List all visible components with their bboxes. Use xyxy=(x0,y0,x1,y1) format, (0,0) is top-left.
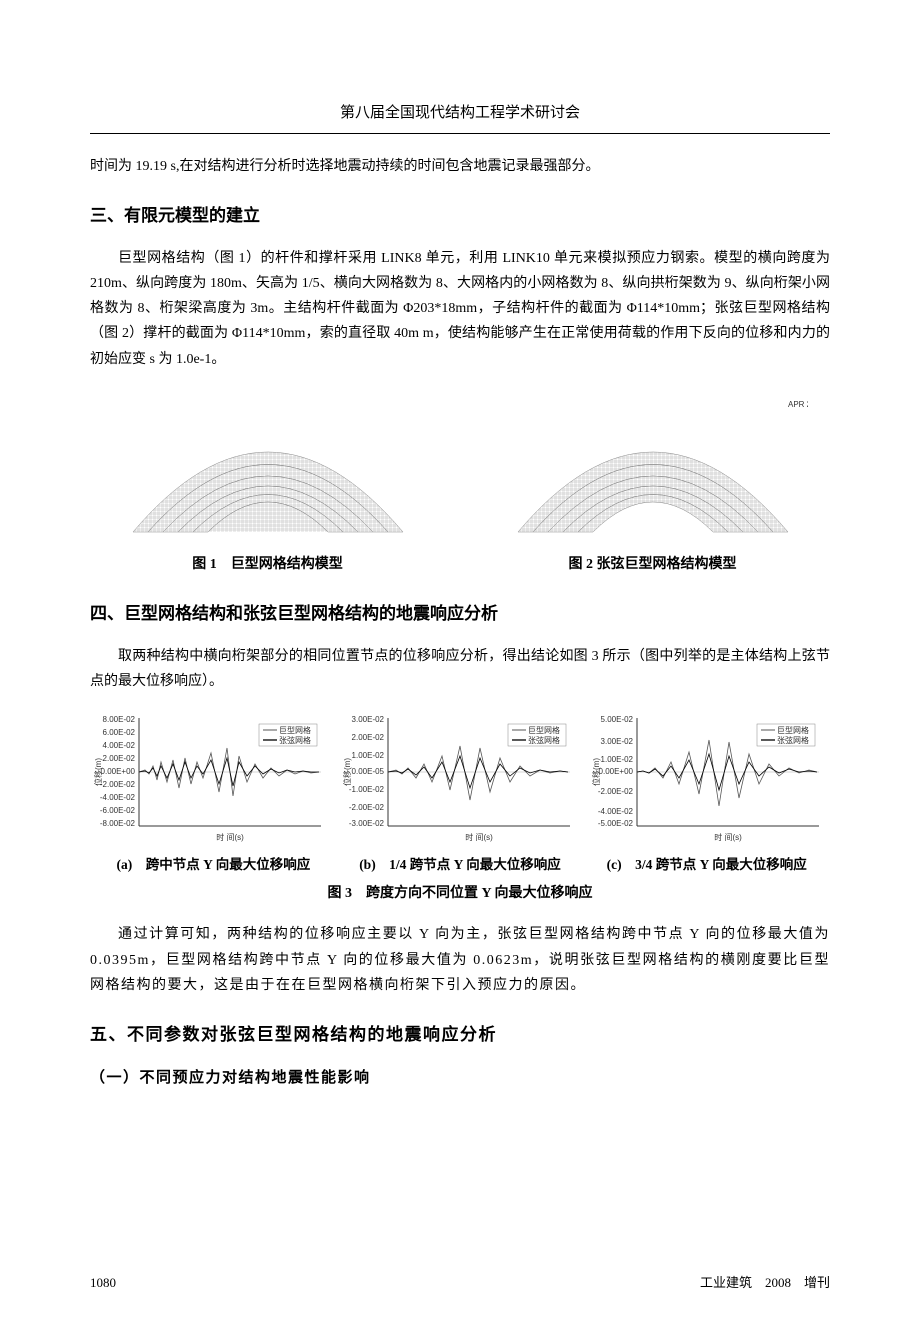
section-4-heading: 四、巨型网格结构和张弦巨型网格结构的地震响应分析 xyxy=(90,599,830,630)
svg-text:位移(m): 位移(m) xyxy=(342,758,352,786)
fig3-sub-c: (c) 3/4 跨节点 Y 向最大位移响应 xyxy=(583,853,830,877)
svg-text:6.00E-02: 6.00E-02 xyxy=(103,728,136,737)
svg-text:2.00E-02: 2.00E-02 xyxy=(352,733,385,742)
svg-text:巨型网格: 巨型网格 xyxy=(528,725,560,735)
svg-text:位移(m): 位移(m) xyxy=(93,758,103,786)
fig3-sub-a: (a) 跨中节点 Y 向最大位移响应 xyxy=(90,853,337,877)
figure-2-caption: 图 2 张弦巨型网格结构模型 xyxy=(569,552,737,577)
charts-row: 8.00E-02 6.00E-02 4.00E-02 2.00E-02 0.00… xyxy=(90,710,830,845)
svg-text:0.00E-05: 0.00E-05 xyxy=(352,767,385,776)
chart-b: 3.00E-02 2.00E-02 1.00E-02 0.00E-05 -1.0… xyxy=(339,710,582,845)
svg-text:-4.00E-02: -4.00E-02 xyxy=(598,807,634,816)
svg-text:巨型网格: 巨型网格 xyxy=(777,725,809,735)
section-5-sub1: （一）不同预应力对结构地震性能影响 xyxy=(90,1065,830,1092)
svg-text:-5.00E-02: -5.00E-02 xyxy=(598,819,634,828)
svg-text:1.00E-02: 1.00E-02 xyxy=(600,755,633,764)
svg-text:时 间(s): 时 间(s) xyxy=(714,832,742,842)
svg-text:-3.00E-02: -3.00E-02 xyxy=(349,819,385,828)
svg-text:时 间(s): 时 间(s) xyxy=(217,832,245,842)
fig3-subcaptions: (a) 跨中节点 Y 向最大位移响应 (b) 1/4 跨节点 Y 向最大位移响应… xyxy=(90,853,830,877)
fig3-sub-b: (b) 1/4 跨节点 Y 向最大位移响应 xyxy=(337,853,584,877)
page-footer: 1080 工业建筑 2008 增刊 xyxy=(90,1271,830,1294)
svg-text:-2.00E-02: -2.00E-02 xyxy=(598,787,634,796)
svg-text:张弦网格: 张弦网格 xyxy=(279,735,311,745)
chart-c: 5.00E-02 3.00E-02 1.00E-02 0.00E+00 -2.0… xyxy=(587,710,830,845)
svg-text:张弦网格: 张弦网格 xyxy=(777,735,809,745)
section-5-heading: 五、不同参数对张弦巨型网格结构的地震响应分析 xyxy=(90,1020,830,1051)
svg-text:APR 28 2: APR 28 2 xyxy=(788,400,808,409)
section-4-body: 取两种结构中横向桁架部分的相同位置节点的位移响应分析，得出结论如图 3 所示（图… xyxy=(90,644,830,694)
svg-text:2.00E-02: 2.00E-02 xyxy=(103,754,136,763)
page-header-title: 第八届全国现代结构工程学术研讨会 xyxy=(90,100,830,134)
svg-text:8.00E-02: 8.00E-02 xyxy=(103,715,136,724)
svg-text:-8.00E-02: -8.00E-02 xyxy=(100,819,136,828)
svg-text:0.00E+00: 0.00E+00 xyxy=(598,767,633,776)
figures-1-2-row: 图 1 巨型网格结构模型 APR 28 2 图 2 张弦巨型网格结构模型 xyxy=(90,392,830,577)
svg-text:时 间(s): 时 间(s) xyxy=(465,832,493,842)
svg-text:巨型网格: 巨型网格 xyxy=(279,725,311,735)
page-number: 1080 xyxy=(90,1271,116,1294)
intro-paragraph: 时间为 19.19 s,在对结构进行分析时选择地震动持续的时间包含地震记录最强部… xyxy=(90,154,830,179)
svg-text:-2.00E-02: -2.00E-02 xyxy=(349,803,385,812)
svg-text:3.00E-02: 3.00E-02 xyxy=(352,715,385,724)
svg-text:张弦网格: 张弦网格 xyxy=(528,735,560,745)
svg-text:位移(m): 位移(m) xyxy=(591,758,601,786)
svg-text:-4.00E-02: -4.00E-02 xyxy=(100,793,136,802)
svg-text:5.00E-02: 5.00E-02 xyxy=(600,715,633,724)
svg-text:3.00E-02: 3.00E-02 xyxy=(600,737,633,746)
section-3-body: 巨型网格结构（图 1）的杆件和撑杆采用 LINK8 单元，利用 LINK10 单… xyxy=(90,246,830,372)
fig3-main-caption: 图 3 跨度方向不同位置 Y 向最大位移响应 xyxy=(90,881,830,906)
svg-text:0.00E+00: 0.00E+00 xyxy=(101,767,136,776)
mesh-model-1-svg xyxy=(113,392,423,542)
mesh-model-2-svg: APR 28 2 xyxy=(498,392,808,542)
figure-2: APR 28 2 图 2 张弦巨型网格结构模型 xyxy=(475,392,830,577)
figure-1-caption: 图 1 巨型网格结构模型 xyxy=(192,552,343,577)
svg-text:-1.00E-02: -1.00E-02 xyxy=(349,785,385,794)
svg-text:-6.00E-02: -6.00E-02 xyxy=(100,806,136,815)
chart-a: 8.00E-02 6.00E-02 4.00E-02 2.00E-02 0.00… xyxy=(90,710,333,845)
section-3-heading: 三、有限元模型的建立 xyxy=(90,201,830,232)
svg-text:-2.00E-02: -2.00E-02 xyxy=(100,780,136,789)
svg-text:1.00E-02: 1.00E-02 xyxy=(352,751,385,760)
figure-1: 图 1 巨型网格结构模型 xyxy=(90,392,445,577)
journal-info: 工业建筑 2008 增刊 xyxy=(700,1271,830,1294)
svg-text:4.00E-02: 4.00E-02 xyxy=(103,741,136,750)
section-4-conclusion: 通过计算可知，两种结构的位移响应主要以 Y 向为主，张弦巨型网格结构跨中节点 Y… xyxy=(90,922,830,998)
